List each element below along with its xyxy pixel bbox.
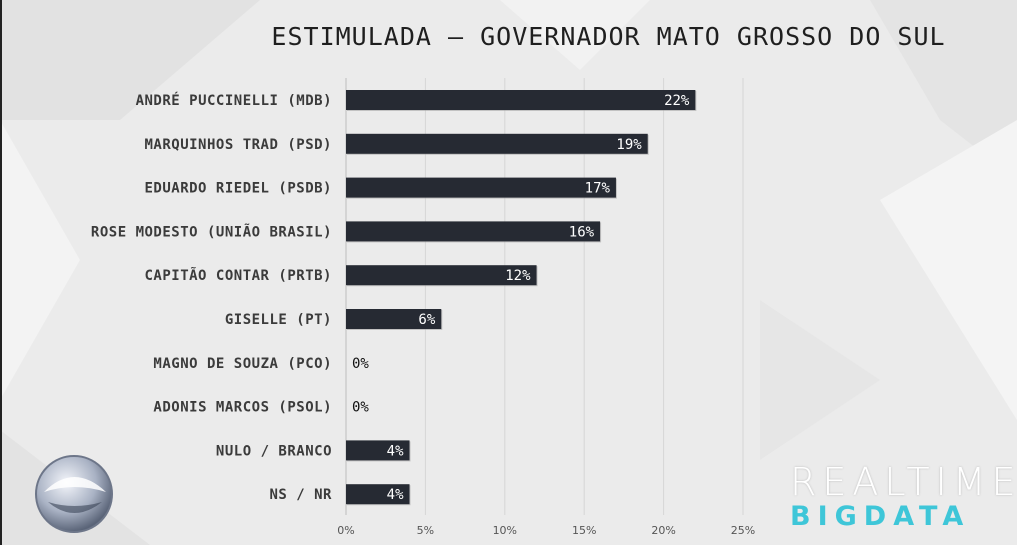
category-label: NULO / BRANCO xyxy=(216,443,332,459)
category-label: CAPITÃO CONTAR (PRTB) xyxy=(144,267,332,284)
value-label: 16% xyxy=(569,224,595,240)
bar xyxy=(346,177,616,198)
category-label: MARQUINHOS TRAD (PSD) xyxy=(144,137,332,153)
category-label: ROSE MODESTO (UNIÃO BRASIL) xyxy=(91,223,332,240)
x-tick-label: 5% xyxy=(417,524,434,537)
category-labels: ANDRÉ PUCCINELLI (MDB) MARQUINHOS TRAD (P… xyxy=(91,92,332,503)
category-label: MAGNO DE SOUZA (PCO) xyxy=(153,356,332,372)
bars xyxy=(346,90,697,506)
record-logo xyxy=(35,455,113,533)
value-label: 17% xyxy=(585,181,611,197)
x-tick-label: 10% xyxy=(493,524,517,537)
category-label: GISELLE (PT) xyxy=(225,312,332,328)
value-label: 12% xyxy=(505,268,531,284)
category-label: ADONIS MARCOS (PSOL) xyxy=(153,400,332,416)
x-axis-ticks: 0% 5% 10% 15% 20% 25% xyxy=(337,524,755,537)
value-label: 19% xyxy=(616,137,642,153)
bar xyxy=(346,265,537,286)
value-label: 22% xyxy=(664,93,690,109)
brand-line-1: REALTIME xyxy=(790,460,1017,504)
category-label: EDUARDO RIEDEL (PSDB) xyxy=(144,181,332,197)
bar xyxy=(346,440,410,461)
x-tick-label: 0% xyxy=(337,524,354,537)
value-label: 4% xyxy=(387,443,404,459)
value-label: 0% xyxy=(352,356,369,372)
bar xyxy=(346,221,601,242)
realtime-bigdata-logo: REALTIME BIGDATA xyxy=(790,460,1017,532)
bar xyxy=(346,484,410,505)
category-label: NS / NR xyxy=(269,487,332,503)
bar xyxy=(346,309,442,329)
category-label: ANDRÉ PUCCINELLI (MDB) xyxy=(136,92,332,109)
bar xyxy=(346,90,696,110)
x-tick-label: 25% xyxy=(731,524,755,537)
x-tick-label: 15% xyxy=(572,524,596,537)
value-label: 6% xyxy=(418,312,435,328)
bar xyxy=(346,133,648,154)
value-label: 4% xyxy=(387,487,404,503)
chart-title: ESTIMULADA – GOVERNADOR MATO GROSSO DO S… xyxy=(271,22,946,51)
value-label: 0% xyxy=(352,400,369,416)
x-tick-label: 20% xyxy=(651,524,675,537)
brand-line-2: BIGDATA xyxy=(790,501,971,532)
value-labels: 22% 19% 17% 16% 12% 6% 0% 0% 4% 4% xyxy=(352,93,690,503)
